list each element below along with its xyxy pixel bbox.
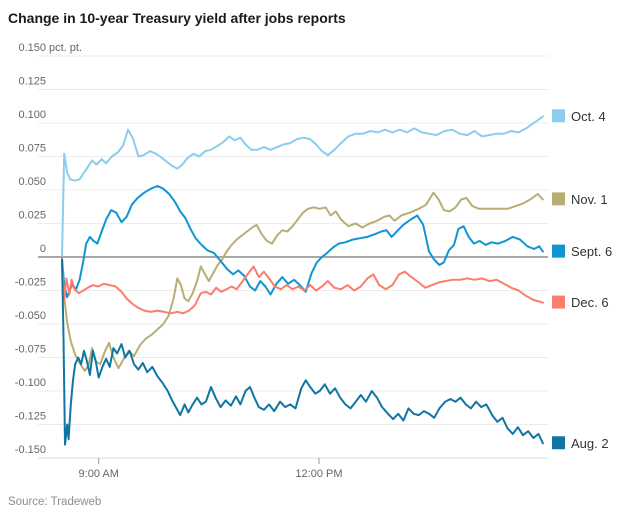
y-tick-label: 0.050 — [18, 176, 46, 188]
legend-swatch-nov-1 — [552, 192, 565, 206]
series-line-sept-6 — [61, 185, 544, 299]
legend-swatch-oct-4 — [552, 109, 565, 123]
y-tick-label: 0.075 — [18, 143, 46, 155]
y-tick-label: -0.050 — [15, 310, 46, 322]
legend-swatch-dec-6 — [552, 295, 565, 309]
legend-label-nov-1: Nov. 1 — [571, 192, 608, 207]
chart-title: Change in 10-year Treasury yield after j… — [8, 10, 346, 26]
series-line-nov-1 — [61, 191, 544, 372]
y-tick-label: -0.150 — [15, 444, 46, 456]
y-tick-label: 0.025 — [18, 210, 46, 222]
legend-label-oct-4: Oct. 4 — [571, 109, 606, 124]
y-tick-label: -0.125 — [15, 411, 46, 423]
source-label: Source: Tradeweb — [8, 496, 102, 508]
y-tick-label: -0.100 — [15, 377, 46, 389]
series-line-dec-6 — [61, 257, 544, 315]
y-tick-label: 0.150 — [18, 42, 46, 54]
chart-canvas: 0.150 pct. pt. 0.125 0.100 0.075 0.050 0.025 0 -… — [15, 42, 612, 480]
legend-label-aug-2: Aug. 2 — [571, 436, 609, 451]
y-tick-label: -0.025 — [15, 277, 46, 289]
y-tick-label: 0.100 — [18, 109, 46, 121]
series-line-aug-2 — [61, 258, 544, 446]
x-tick-label: 12:00 PM — [295, 468, 342, 480]
legend-swatch-sept-6 — [552, 244, 565, 258]
series-line-oct-4 — [61, 115, 544, 257]
y-tick-label: 0 — [40, 243, 46, 255]
y-axis-unit-label: pct. pt. — [49, 42, 82, 54]
legend-label-dec-6: Dec. 6 — [571, 295, 609, 310]
y-tick-label: -0.075 — [15, 344, 46, 356]
x-tick-label: 9:00 AM — [79, 468, 119, 480]
treasury-yield-chart: 0.150 pct. pt. 0.125 0.100 0.075 0.050 0.025 0 -… — [0, 33, 629, 490]
legend-swatch-aug-2 — [552, 436, 565, 450]
y-tick-label: 0.125 — [18, 76, 46, 88]
legend-label-sept-6: Sept. 6 — [571, 244, 612, 259]
